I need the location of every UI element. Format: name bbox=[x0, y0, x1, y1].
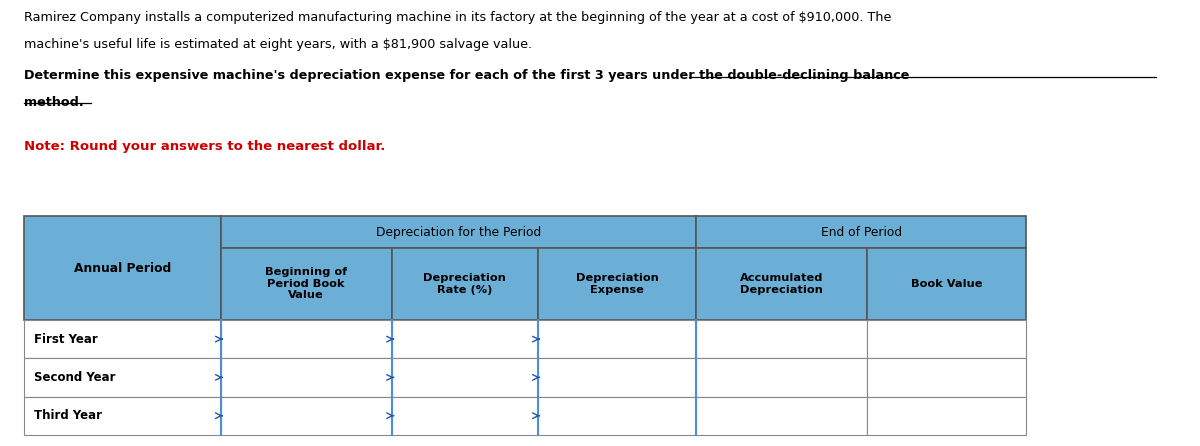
Text: Ramirez Company installs a computerized manufacturing machine in its factory at : Ramirez Company installs a computerized … bbox=[24, 11, 892, 24]
Bar bbox=[538, 320, 696, 358]
Text: Depreciation
Rate (%): Depreciation Rate (%) bbox=[424, 273, 506, 295]
Bar bbox=[868, 358, 1026, 396]
Bar bbox=[392, 320, 538, 358]
Bar bbox=[696, 358, 868, 396]
Bar bbox=[538, 396, 696, 435]
Bar bbox=[868, 320, 1026, 358]
Text: Depreciation for the Period: Depreciation for the Period bbox=[376, 226, 541, 239]
Bar bbox=[392, 248, 538, 320]
Bar bbox=[24, 396, 221, 435]
Text: Beginning of
Period Book
Value: Beginning of Period Book Value bbox=[265, 267, 347, 301]
Bar bbox=[221, 396, 392, 435]
Bar bbox=[392, 396, 538, 435]
Bar bbox=[221, 216, 696, 248]
Bar bbox=[538, 248, 696, 320]
Text: machine's useful life is estimated at eight years, with a $81,900 salvage value.: machine's useful life is estimated at ei… bbox=[24, 38, 532, 51]
Bar bbox=[221, 248, 392, 320]
Text: First Year: First Year bbox=[34, 333, 97, 346]
Bar bbox=[696, 396, 868, 435]
Bar bbox=[868, 396, 1026, 435]
Bar bbox=[696, 248, 868, 320]
Text: Second Year: Second Year bbox=[34, 371, 115, 384]
Bar bbox=[24, 216, 221, 320]
Text: Book Value: Book Value bbox=[911, 279, 983, 289]
Text: Third Year: Third Year bbox=[34, 409, 102, 422]
Text: Accumulated
Depreciation: Accumulated Depreciation bbox=[740, 273, 823, 295]
Bar bbox=[696, 320, 868, 358]
Bar bbox=[221, 358, 392, 396]
Text: End of Period: End of Period bbox=[821, 226, 901, 239]
Bar bbox=[392, 358, 538, 396]
Bar bbox=[24, 320, 221, 358]
Bar bbox=[221, 320, 392, 358]
Bar bbox=[538, 358, 696, 396]
Text: Depreciation
Expense: Depreciation Expense bbox=[576, 273, 659, 295]
Text: method.: method. bbox=[24, 96, 84, 109]
Bar bbox=[696, 216, 1026, 248]
Bar bbox=[24, 358, 221, 396]
Text: Determine this expensive machine's depreciation expense for each of the first 3 : Determine this expensive machine's depre… bbox=[24, 69, 910, 82]
Text: Note: Round your answers to the nearest dollar.: Note: Round your answers to the nearest … bbox=[24, 140, 385, 153]
Text: Annual Period: Annual Period bbox=[73, 262, 170, 275]
Bar bbox=[868, 248, 1026, 320]
